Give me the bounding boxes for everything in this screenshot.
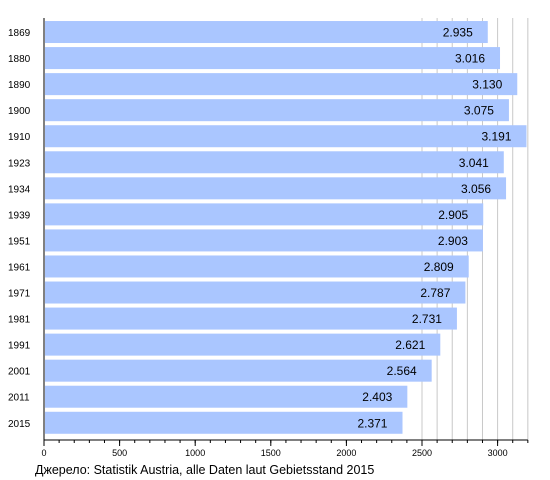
- bar: [45, 73, 518, 96]
- value-label: 2.564: [387, 364, 417, 378]
- category-label: 1951: [8, 236, 31, 247]
- bar: [45, 177, 507, 200]
- bar: [45, 21, 488, 44]
- x-tick-label: 2500: [412, 448, 432, 458]
- axes: 0 500 1000 1500 2000 2500 3000: [41, 18, 529, 458]
- category-label: 1910: [8, 132, 31, 143]
- category-label: 2015: [8, 419, 31, 430]
- x-tick-label: 500: [112, 448, 127, 458]
- value-label: 2.903: [438, 234, 468, 248]
- category-label: 1961: [8, 262, 31, 273]
- category-label: 1880: [8, 54, 31, 65]
- bar: [45, 203, 484, 226]
- bar: [45, 99, 509, 122]
- bar: [45, 385, 408, 408]
- value-label: 3.056: [461, 182, 491, 196]
- value-label: 3.130: [472, 78, 502, 92]
- category-label: 1900: [8, 106, 31, 117]
- value-label: 2.731: [412, 312, 442, 326]
- value-label: 2.621: [395, 338, 425, 352]
- source-note: Джерело: Statistik Austria, alle Daten l…: [35, 463, 375, 477]
- bar: [45, 411, 403, 434]
- value-label: 2.905: [438, 208, 468, 222]
- x-tick-label: 1000: [185, 448, 205, 458]
- bar: [45, 359, 432, 382]
- category-label: 1971: [8, 289, 31, 300]
- category-label: 2001: [8, 367, 31, 378]
- bar: [45, 125, 527, 148]
- bar: [45, 333, 441, 356]
- bar: [45, 151, 504, 174]
- value-label: 2.809: [424, 260, 454, 274]
- value-label: 2.403: [362, 390, 392, 404]
- bar: [45, 229, 483, 252]
- value-label: 2.787: [420, 286, 450, 300]
- x-tick-label: 1500: [261, 448, 281, 458]
- category-label: 1934: [8, 184, 31, 195]
- category-label: 1981: [8, 315, 31, 326]
- category-label: 2011: [8, 393, 30, 404]
- value-label: 3.075: [464, 104, 494, 118]
- x-tick-label: 2000: [336, 448, 356, 458]
- x-tick-label: 0: [41, 448, 46, 458]
- category-label: 1923: [8, 158, 31, 169]
- category-label: 1890: [8, 80, 31, 91]
- bar: [45, 307, 457, 330]
- bar: [45, 281, 466, 304]
- category-label: 1869: [8, 28, 31, 39]
- bars: 1869 2.935 1880 3.016 1890 3.130 1900 3.075 1910…: [8, 21, 527, 434]
- value-label: 3.016: [455, 52, 485, 66]
- bar: [45, 255, 469, 278]
- x-tick-label: 3000: [488, 448, 508, 458]
- value-label: 3.041: [459, 156, 489, 170]
- value-label: 2.935: [443, 26, 473, 40]
- category-label: 1991: [8, 341, 31, 352]
- value-label: 3.191: [481, 130, 511, 144]
- bar: [45, 47, 501, 70]
- category-label: 1939: [8, 210, 31, 221]
- value-label: 2.371: [357, 416, 387, 430]
